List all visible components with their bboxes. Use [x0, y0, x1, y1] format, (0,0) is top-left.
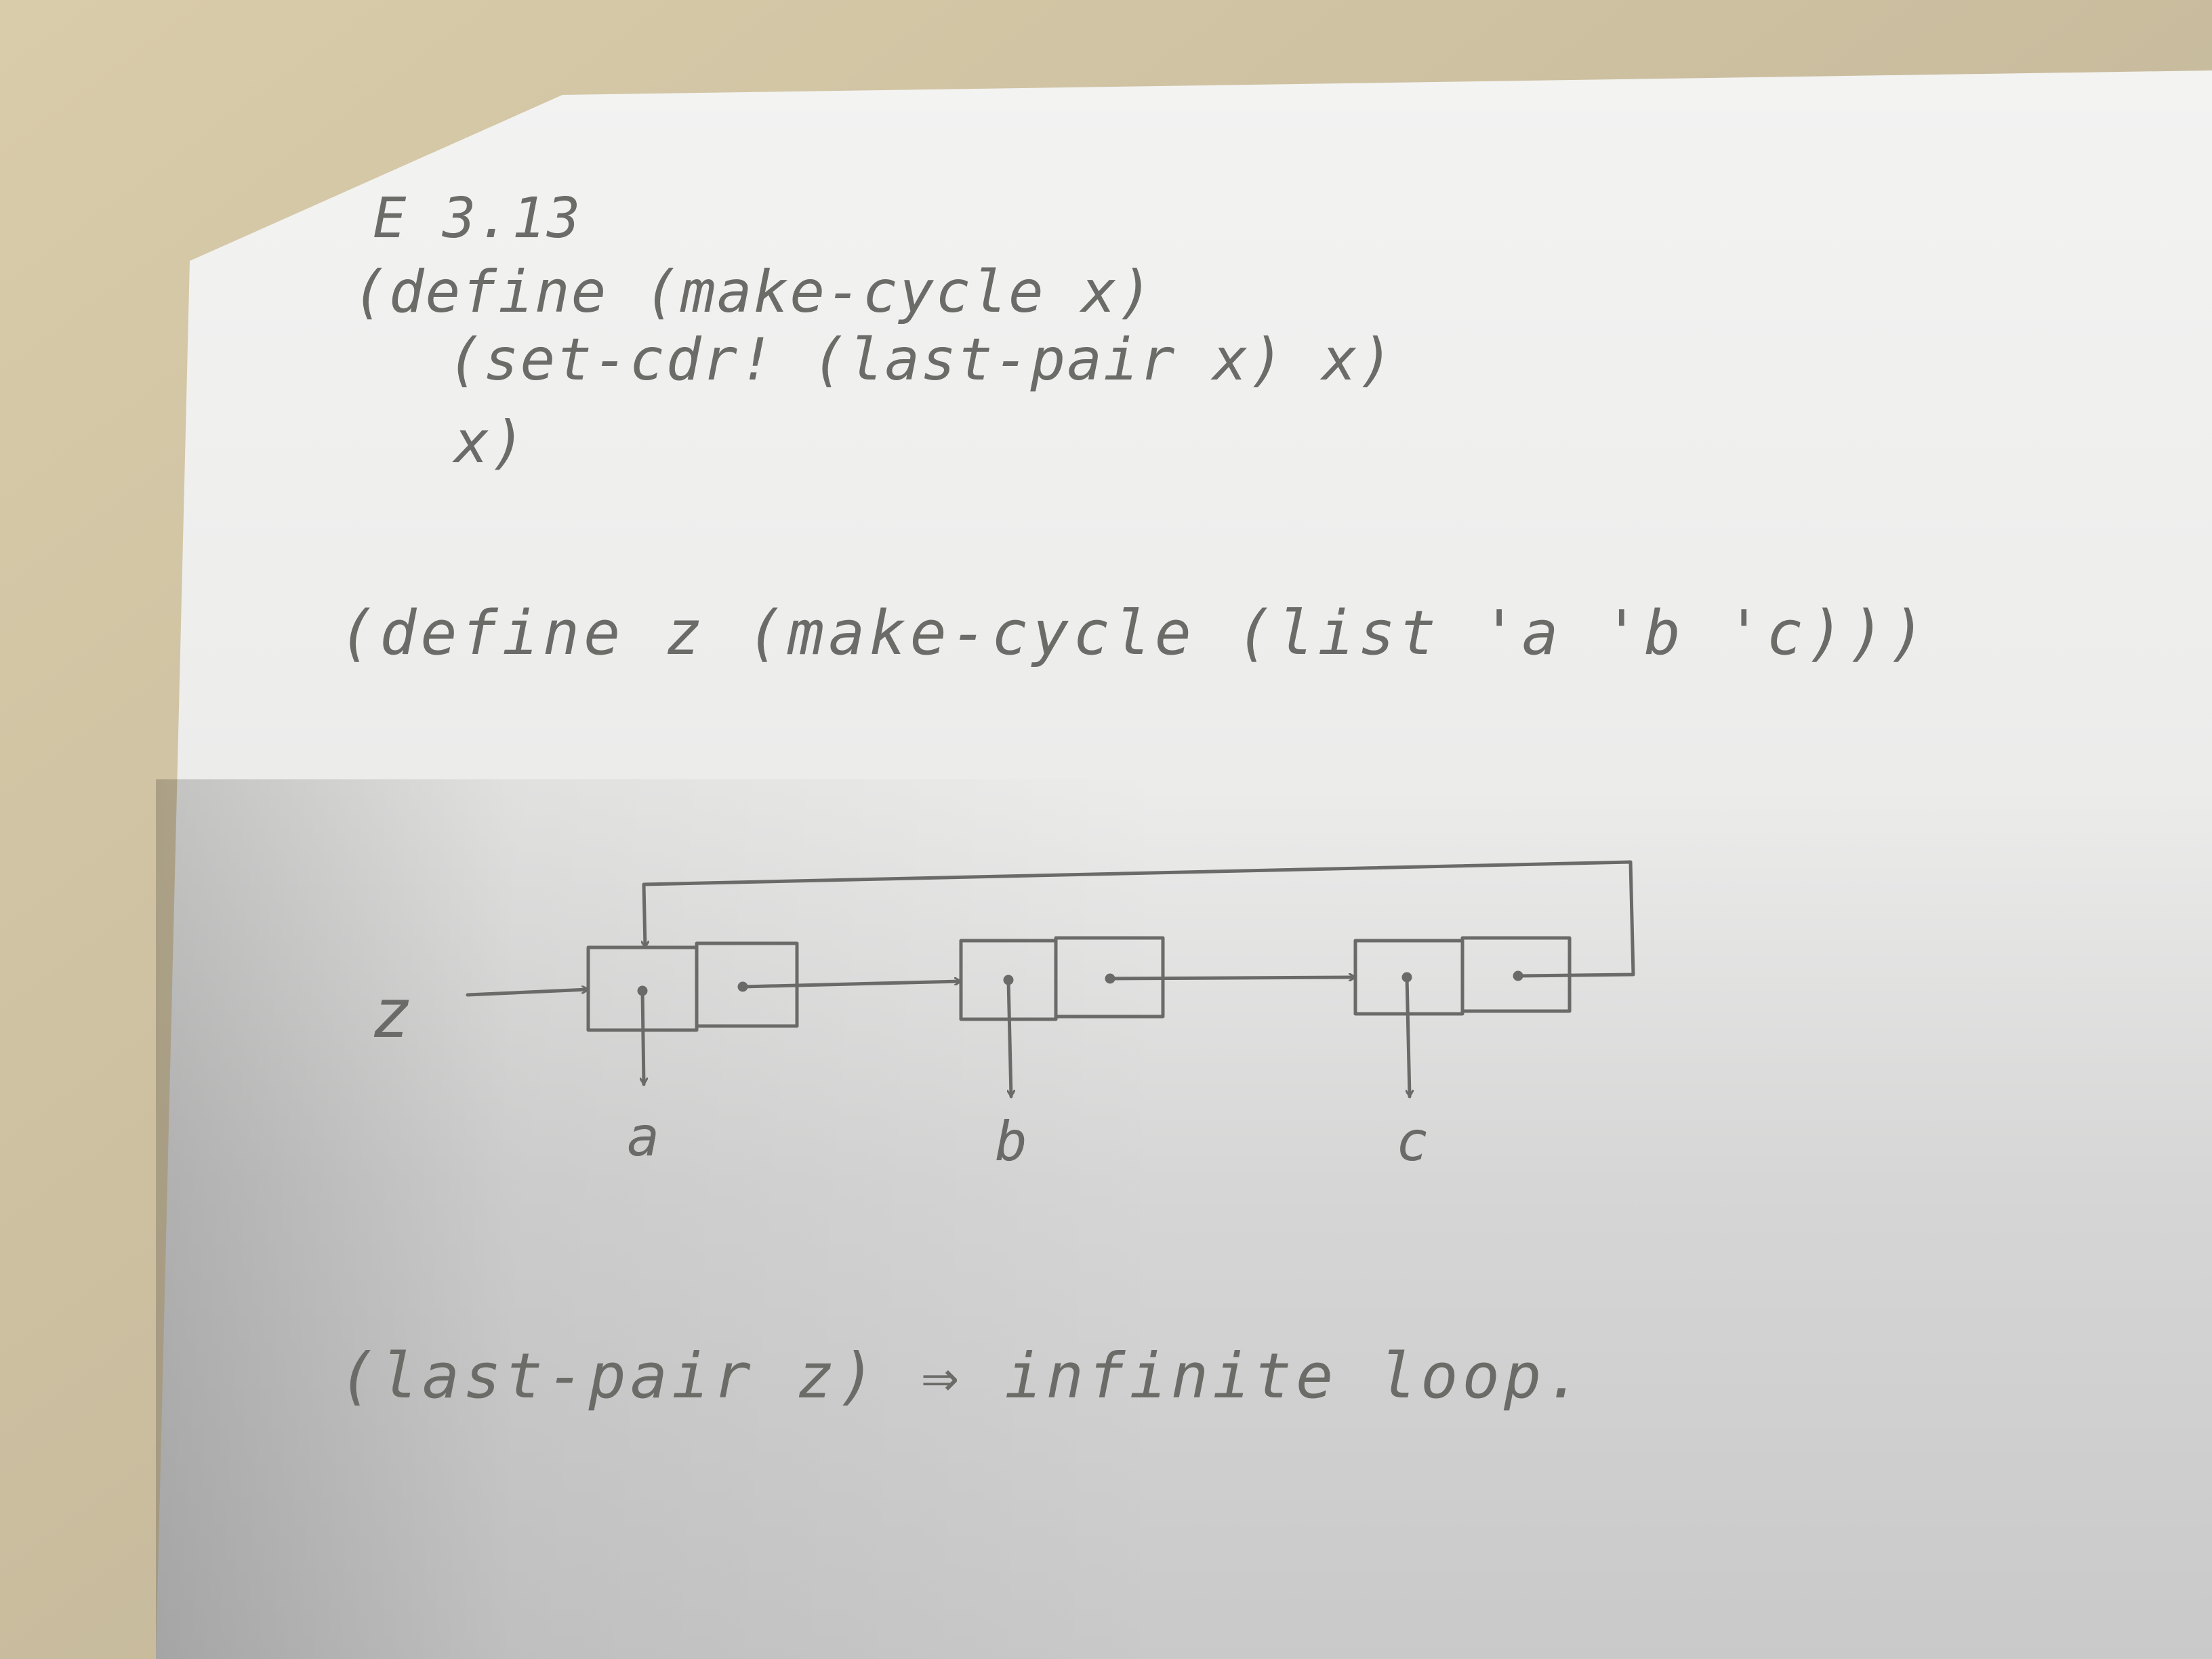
cycle-arrow-c-to-a	[644, 860, 1635, 978]
exercise-heading: E 3.13	[373, 186, 582, 251]
car-label-c: c	[1396, 1110, 1429, 1173]
car-label-a: a	[627, 1105, 659, 1168]
code-line: (set-cdr! (last-pair x) x)	[447, 326, 1395, 394]
z-pointer-arrow	[466, 989, 590, 997]
car-arrow-b	[1006, 978, 1011, 1099]
example-expression: (define z (make-cycle (list 'a 'b 'c)))	[339, 598, 1930, 669]
cdr-arrow-b-to-c	[1108, 977, 1357, 979]
cdr-arrow-a-to-b	[741, 981, 963, 989]
code-line: (define (make-cycle x)	[352, 258, 1155, 326]
car-label-b: b	[995, 1110, 1027, 1173]
car-arrow-c	[1405, 975, 1410, 1099]
car-arrow-a	[642, 989, 644, 1086]
pointer-label-z: z	[371, 974, 412, 1053]
code-line: x)	[454, 409, 527, 476]
conclusion-note: (last-pair z) ⇒ infinite loop.	[339, 1340, 1587, 1412]
